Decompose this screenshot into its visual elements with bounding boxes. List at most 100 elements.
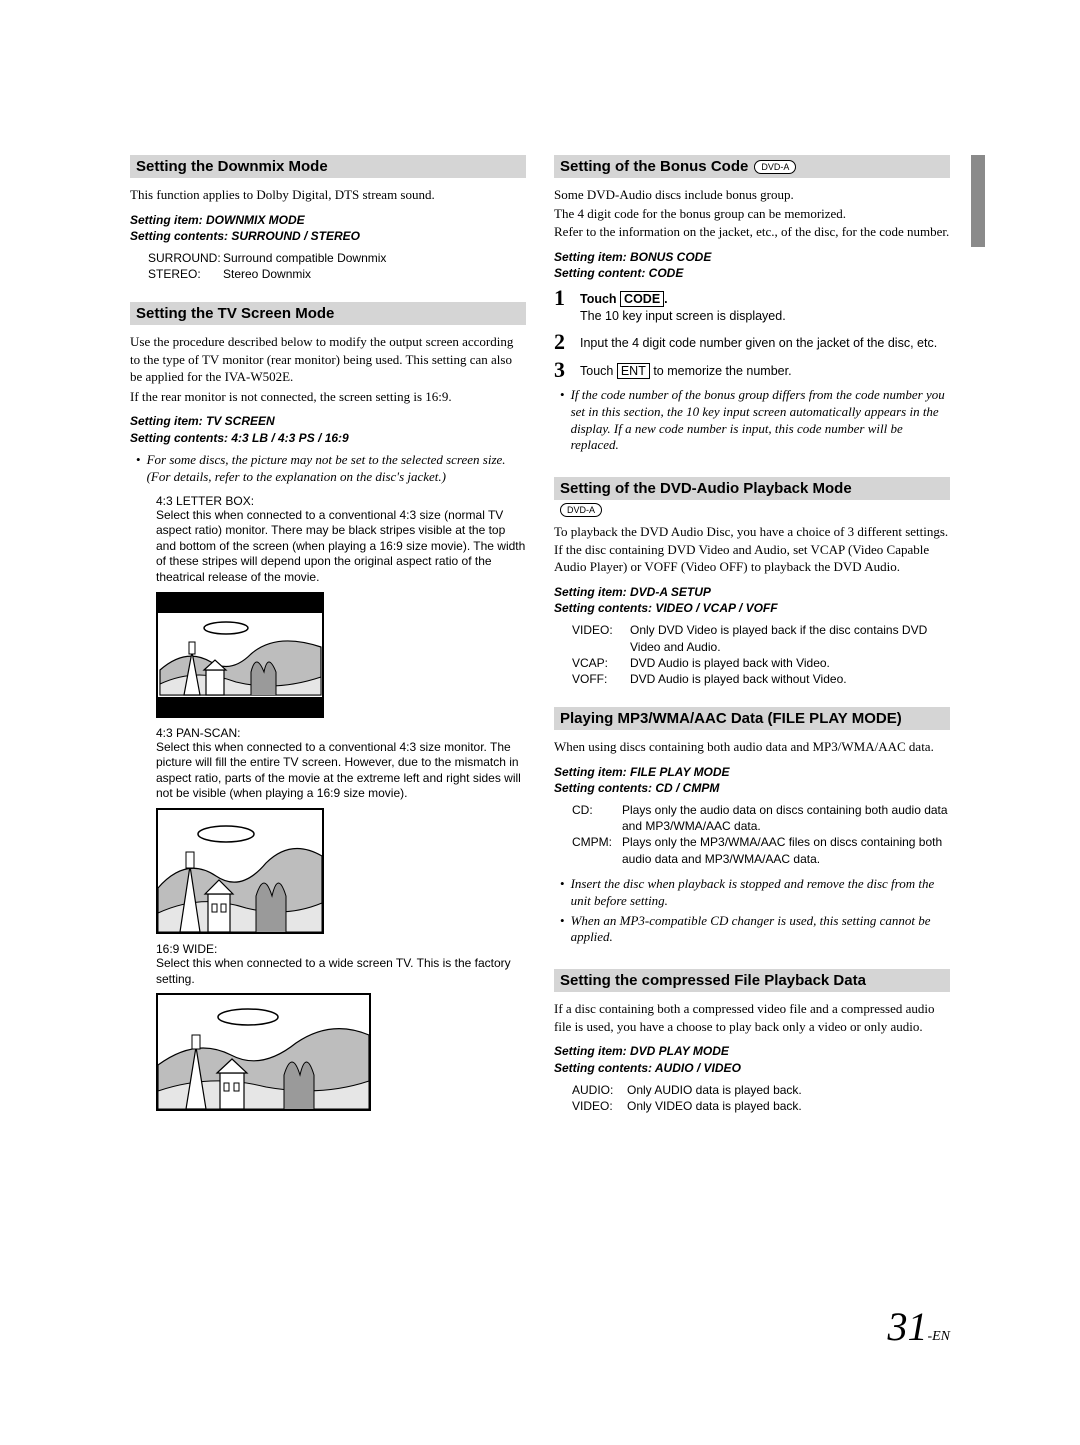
compressed-p1: If a disc containing both a compressed v… bbox=[554, 1000, 950, 1035]
tvscreen-p1: Use the procedure described below to mod… bbox=[130, 333, 526, 386]
step-text-b: to memorize the number. bbox=[650, 364, 792, 378]
defn-audio: AUDIO: Only AUDIO data is played back. bbox=[572, 1082, 950, 1098]
defn-val: Surround compatible Downmix bbox=[223, 250, 526, 266]
step-text-a: Touch bbox=[580, 364, 617, 378]
illustration-wide bbox=[156, 993, 526, 1111]
right-column: Setting of the Bonus Code DVD-A Some DVD… bbox=[554, 155, 950, 1117]
step-1: 1 Touch CODE. The 10 key input screen is… bbox=[554, 287, 950, 325]
bullet-text: Insert the disc when playback is stopped… bbox=[571, 876, 950, 910]
step-number: 3 bbox=[554, 359, 570, 381]
defn-surround: SURROUND: Surround compatible Downmix bbox=[148, 250, 526, 266]
defn-voff: VOFF: DVD Audio is played back without V… bbox=[572, 671, 950, 687]
defn-key: VOFF: bbox=[572, 671, 630, 687]
bonus-setting-item: Setting item: BONUS CODE bbox=[554, 249, 950, 265]
step-text-b: . bbox=[664, 292, 667, 306]
step-body: Touch ENT to memorize the number. bbox=[580, 359, 950, 380]
defn-stereo: STEREO: Stereo Downmix bbox=[148, 266, 526, 282]
mode-wide-desc: Select this when connected to a wide scr… bbox=[156, 956, 526, 987]
heading-text: Setting the compressed File Playback Dat… bbox=[560, 972, 866, 989]
fileplay-note1: •Insert the disc when playback is stoppe… bbox=[560, 876, 950, 910]
downmix-setting-contents: Setting contents: SURROUND / STEREO bbox=[130, 228, 526, 244]
step-body: Input the 4 digit code number given on t… bbox=[580, 331, 950, 352]
defn-video: VIDEO: Only DVD Video is played back if … bbox=[572, 622, 950, 654]
fileplay-note2: •When an MP3-compatible CD changer is us… bbox=[560, 913, 950, 947]
mode-panscan-desc: Select this when connected to a conventi… bbox=[156, 740, 526, 802]
compressed-setting-item: Setting item: DVD PLAY MODE bbox=[554, 1043, 950, 1059]
defn-val: DVD Audio is played back with Video. bbox=[630, 655, 950, 671]
bonus-p3: Refer to the information on the jacket, … bbox=[554, 223, 950, 241]
defn-val: Only VIDEO data is played back. bbox=[627, 1098, 950, 1114]
defn-cd: CD: Plays only the audio data on discs c… bbox=[572, 802, 950, 834]
heading-fileplay: Playing MP3/WMA/AAC Data (FILE PLAY MODE… bbox=[554, 707, 950, 730]
heading-tvscreen: Setting the TV Screen Mode bbox=[130, 302, 526, 325]
fileplay-setting-item: Setting item: FILE PLAY MODE bbox=[554, 764, 950, 780]
defn-key: VIDEO: bbox=[572, 622, 630, 654]
mode-letterbox-desc: Select this when connected to a conventi… bbox=[156, 508, 526, 586]
step-number: 1 bbox=[554, 287, 570, 309]
heading-compressed: Setting the compressed File Playback Dat… bbox=[554, 969, 950, 992]
bonus-p1: Some DVD-Audio discs include bonus group… bbox=[554, 186, 950, 204]
fileplay-setting-contents: Setting contents: CD / CMPM bbox=[554, 780, 950, 796]
downmix-intro: This function applies to Dolby Digital, … bbox=[130, 186, 526, 204]
defn-cmpm: CMPM: Plays only the MP3/WMA/AAC files o… bbox=[572, 834, 950, 866]
tv-note: •For some discs, the picture may not be … bbox=[136, 452, 526, 486]
illustration-panscan bbox=[156, 808, 526, 934]
heading-text: Setting the TV Screen Mode bbox=[136, 305, 334, 322]
bullet-text: When an MP3-compatible CD changer is use… bbox=[571, 913, 950, 947]
defn-val: Stereo Downmix bbox=[223, 266, 526, 282]
compressed-setting-contents: Setting contents: AUDIO / VIDEO bbox=[554, 1060, 950, 1076]
tv-setting-item: Setting item: TV SCREEN bbox=[130, 413, 526, 429]
mode-panscan-heading: 4:3 PAN-SCAN: bbox=[156, 726, 526, 740]
step-sub: The 10 key input screen is displayed. bbox=[580, 308, 950, 325]
fileplay-p1: When using discs containing both audio d… bbox=[554, 738, 950, 756]
bullet-text: For some discs, the picture may not be s… bbox=[147, 452, 526, 486]
heading-text: Playing MP3/WMA/AAC Data (FILE PLAY MODE… bbox=[560, 710, 902, 727]
defn-val: DVD Audio is played back without Video. bbox=[630, 671, 950, 687]
heading-text: Setting the Downmix Mode bbox=[136, 158, 328, 175]
bonus-p2: The 4 digit code for the bonus group can… bbox=[554, 205, 950, 223]
heading-downmix: Setting the Downmix Mode bbox=[130, 155, 526, 178]
defn-key: SURROUND: bbox=[148, 250, 223, 266]
heading-text: Setting of the DVD-Audio Playback Mode bbox=[560, 480, 852, 497]
heading-bonus: Setting of the Bonus Code DVD-A bbox=[554, 155, 950, 178]
step-body: Touch CODE. The 10 key input screen is d… bbox=[580, 287, 950, 325]
left-column: Setting the Downmix Mode This function a… bbox=[130, 155, 526, 1117]
defn-key: VIDEO: bbox=[572, 1098, 627, 1114]
mode-wide-heading: 16:9 WIDE: bbox=[156, 942, 526, 956]
defn-key: CMPM: bbox=[572, 834, 622, 866]
dvda-setting-item: Setting item: DVD-A SETUP bbox=[554, 584, 950, 600]
defn-val: Plays only the audio data on discs conta… bbox=[622, 802, 950, 834]
heading-dvda-playback: Setting of the DVD-Audio Playback Mode bbox=[554, 477, 950, 500]
page-number-suffix: -EN bbox=[927, 1329, 950, 1344]
defn-val: Plays only the MP3/WMA/AAC files on disc… bbox=[622, 834, 950, 866]
dvda-badge: DVD-A bbox=[754, 160, 796, 174]
mode-letterbox-heading: 4:3 LETTER BOX: bbox=[156, 494, 526, 508]
defn-val: Only DVD Video is played back if the dis… bbox=[630, 622, 950, 654]
tvscreen-p2: If the rear monitor is not connected, th… bbox=[130, 388, 526, 406]
defn-val: Only AUDIO data is played back. bbox=[627, 1082, 950, 1098]
bullet-text: If the code number of the bonus group di… bbox=[571, 387, 950, 455]
defn-key: STEREO: bbox=[148, 266, 223, 282]
defn-vcap: VCAP: DVD Audio is played back with Vide… bbox=[572, 655, 950, 671]
bonus-setting-content: Setting content: CODE bbox=[554, 265, 950, 281]
defn-key: AUDIO: bbox=[572, 1082, 627, 1098]
page-columns: Setting the Downmix Mode This function a… bbox=[130, 155, 950, 1117]
ent-button-label: ENT bbox=[617, 363, 650, 379]
step-number: 2 bbox=[554, 331, 570, 353]
dvda-badge: DVD-A bbox=[560, 503, 602, 517]
illustration-letterbox bbox=[156, 592, 526, 718]
dvda-p1: To playback the DVD Audio Disc, you have… bbox=[554, 523, 950, 576]
step-2: 2 Input the 4 digit code number given on… bbox=[554, 331, 950, 353]
step-text-a: Touch bbox=[580, 292, 620, 306]
side-tab-marker bbox=[971, 155, 985, 247]
downmix-setting-item: Setting item: DOWNMIX MODE bbox=[130, 212, 526, 228]
defn-key: CD: bbox=[572, 802, 622, 834]
bonus-note: •If the code number of the bonus group d… bbox=[560, 387, 950, 455]
code-button-label: CODE bbox=[620, 291, 664, 307]
page-number: 31-EN bbox=[887, 1303, 950, 1350]
defn-key: VCAP: bbox=[572, 655, 630, 671]
dvda-setting-contents: Setting contents: VIDEO / VCAP / VOFF bbox=[554, 600, 950, 616]
page-number-value: 31 bbox=[887, 1304, 927, 1349]
tv-setting-contents: Setting contents: 4:3 LB / 4:3 PS / 16:9 bbox=[130, 430, 526, 446]
step-3: 3 Touch ENT to memorize the number. bbox=[554, 359, 950, 381]
